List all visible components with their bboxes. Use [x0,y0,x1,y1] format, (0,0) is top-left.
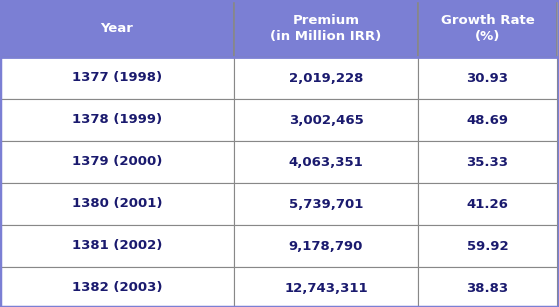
Bar [418,57,557,99]
Text: 1378 (1999): 1378 (1999) [72,114,162,126]
Text: 12,743,311: 12,743,311 [284,282,368,294]
Bar [234,267,418,307]
Bar [234,183,418,225]
Bar [234,57,418,99]
Text: 3,002,465: 3,002,465 [288,114,363,126]
Bar [418,141,557,183]
Text: 1380 (2001): 1380 (2001) [72,197,162,211]
Text: 48.69: 48.69 [467,114,509,126]
Text: 41.26: 41.26 [467,197,509,211]
Bar [0,267,234,307]
Bar [0,225,234,267]
Bar [234,0,418,57]
Bar [0,183,234,225]
Bar [0,57,234,99]
Text: Premium
(in Million IRR): Premium (in Million IRR) [271,14,382,43]
Text: 30.93: 30.93 [467,72,509,84]
Bar [418,225,557,267]
Text: 1381 (2002): 1381 (2002) [72,239,162,252]
Text: 4,063,351: 4,063,351 [288,156,363,169]
Bar [418,183,557,225]
Text: 35.33: 35.33 [467,156,509,169]
Text: Growth Rate
(%): Growth Rate (%) [440,14,534,43]
Text: 1379 (2000): 1379 (2000) [72,156,162,169]
Bar [418,267,557,307]
Text: 5,739,701: 5,739,701 [289,197,363,211]
Text: 1377 (1998): 1377 (1998) [72,72,162,84]
Bar [234,225,418,267]
Text: Year: Year [101,22,134,35]
Text: 59.92: 59.92 [467,239,508,252]
Bar [418,99,557,141]
Bar [0,0,234,57]
Text: 2,019,228: 2,019,228 [289,72,363,84]
Bar [0,99,234,141]
Bar [418,0,557,57]
Bar [234,141,418,183]
Text: 38.83: 38.83 [466,282,509,294]
Bar [0,141,234,183]
Bar [234,99,418,141]
Text: 9,178,790: 9,178,790 [289,239,363,252]
Text: 1382 (2003): 1382 (2003) [72,282,162,294]
